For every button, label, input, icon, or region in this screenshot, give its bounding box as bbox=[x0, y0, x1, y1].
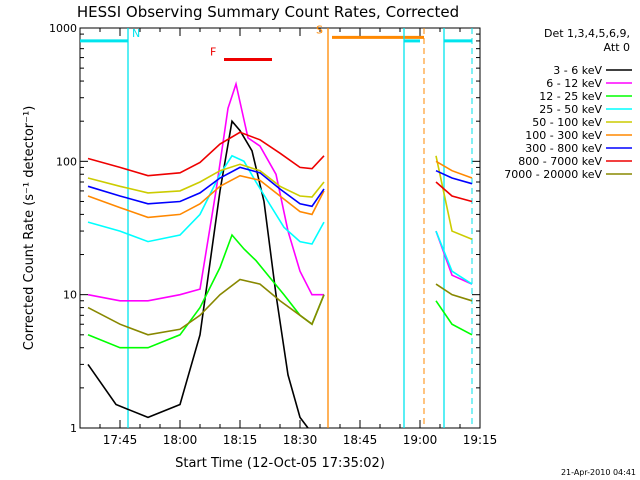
x-tick-label: 18:30 bbox=[283, 433, 318, 447]
y-tick-label: 10 bbox=[63, 289, 77, 302]
x-tick-label: 17:45 bbox=[103, 433, 138, 447]
series-lines bbox=[87, 80, 473, 429]
y-axis-label: Corrected Count Rate (s⁻¹ detector⁻¹) bbox=[22, 106, 37, 351]
series-line-4 bbox=[87, 155, 473, 241]
legend-label: 12 - 25 keV bbox=[539, 90, 602, 103]
y-tick-label: 1 bbox=[70, 422, 77, 435]
legend-label: 3 - 6 keV bbox=[553, 64, 602, 77]
y-tick-label: 1000 bbox=[49, 22, 77, 35]
y-axis-ticks: 1 10 100 1000 bbox=[49, 22, 480, 435]
legend-header-line-1: Det 1,3,4,5,6,9, bbox=[544, 27, 630, 40]
series-line-2 bbox=[87, 233, 473, 349]
x-tick-label: 18:00 bbox=[163, 433, 198, 447]
x-axis-ticks: 17:45 18:00 18:15 18:30 18:45 19:00 19:15 bbox=[79, 28, 498, 447]
annotations: N F S bbox=[80, 23, 473, 428]
legend-label: 7000 - 20000 keV bbox=[504, 168, 602, 181]
plot-frame bbox=[79, 27, 481, 429]
series-line-6 bbox=[87, 166, 473, 208]
legend-label: 300 - 800 keV bbox=[525, 142, 602, 155]
x-tick-label: 19:00 bbox=[403, 433, 438, 447]
legend-label: 50 - 100 keV bbox=[532, 116, 602, 129]
legend-label: 800 - 7000 keV bbox=[518, 155, 602, 168]
series-line-8 bbox=[87, 278, 473, 336]
chart-title: HESSI Observing Summary Count Rates, Cor… bbox=[77, 3, 459, 21]
legend-header-line-2: Att 0 bbox=[604, 41, 630, 54]
annotation-label: S bbox=[316, 23, 323, 36]
timestamp: 21-Apr-2010 04:41 bbox=[561, 468, 636, 477]
series-line-3 bbox=[87, 154, 473, 285]
legend-label: 100 - 300 keV bbox=[525, 129, 602, 142]
legend-label: 25 - 50 keV bbox=[539, 103, 602, 116]
x-tick-label: 18:45 bbox=[343, 433, 378, 447]
legend-label: 6 - 12 keV bbox=[546, 77, 602, 90]
x-tick-label: 18:15 bbox=[223, 433, 258, 447]
y-tick-label: 100 bbox=[56, 155, 77, 168]
series-line-5 bbox=[87, 160, 473, 219]
annotation-label: N bbox=[132, 27, 140, 40]
series-line-7 bbox=[87, 131, 473, 203]
x-axis-label: Start Time (12-Oct-05 17:35:02) bbox=[175, 456, 385, 471]
x-tick-label: 19:15 bbox=[463, 433, 498, 447]
annotation-label: F bbox=[210, 46, 216, 59]
series-line-0 bbox=[87, 119, 309, 429]
